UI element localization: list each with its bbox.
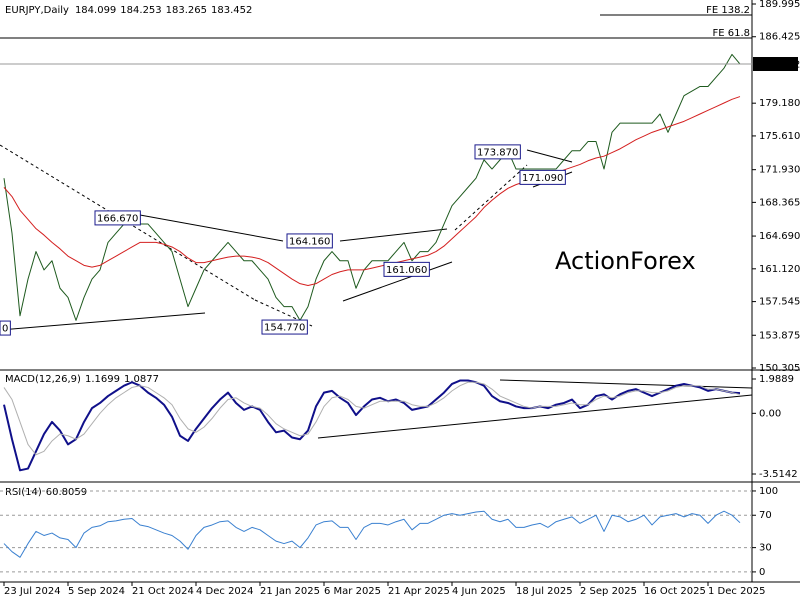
x-tick-label: 6 Mar 2025 bbox=[324, 586, 381, 597]
price-annotation-box bbox=[474, 144, 521, 160]
series-line bbox=[3, 381, 741, 456]
x-tick-label: 5 Sep 2024 bbox=[68, 586, 125, 597]
trend-line bbox=[317, 394, 753, 439]
current-price-label: 183.452 bbox=[759, 60, 800, 71]
watermark: ActionForex bbox=[555, 247, 696, 275]
x-tick-label: 23 Jul 2024 bbox=[4, 586, 61, 597]
price-annotation: 164.160 bbox=[289, 236, 330, 247]
y-tick-label: -3.5142 bbox=[759, 469, 798, 480]
price-annotation-box bbox=[94, 210, 141, 226]
macd-reading: 1.1699 bbox=[85, 374, 120, 385]
price-annotation: 173.870 bbox=[477, 147, 518, 158]
price-annotation-box bbox=[261, 319, 308, 335]
price-annotation: 171.090 bbox=[522, 173, 563, 184]
y-tick-label: 168.365 bbox=[759, 197, 800, 208]
ohlc-low: 183.265 bbox=[166, 5, 207, 16]
trend-line bbox=[0, 144, 256, 301]
symbol: EURJPY,Daily bbox=[5, 5, 69, 16]
price-annotation: 166.670 bbox=[97, 213, 138, 224]
y-tick-label: 70 bbox=[759, 510, 772, 521]
price-annotation: 161.060 bbox=[386, 265, 427, 276]
y-tick-label: 0.00 bbox=[759, 408, 781, 419]
y-tick-label: 100 bbox=[759, 486, 778, 497]
trend-line bbox=[342, 261, 453, 302]
series-line bbox=[3, 96, 741, 287]
y-tick-label: 186.425 bbox=[759, 32, 800, 43]
ohlc-close: 183.452 bbox=[211, 5, 252, 16]
trend-line bbox=[454, 164, 528, 231]
macd-header: MACD(12,26,9) 1.1699 1.0877 bbox=[5, 374, 159, 385]
price-annotation: 0 bbox=[2, 324, 8, 335]
trend-line bbox=[139, 214, 284, 242]
y-tick-label: 1.9889 bbox=[759, 374, 794, 385]
y-tick-label: 150.305 bbox=[759, 363, 800, 374]
trend-line bbox=[254, 299, 313, 327]
ohlc-high: 184.253 bbox=[120, 5, 161, 16]
y-tick-label: 161.120 bbox=[759, 264, 800, 275]
x-tick-label: 16 Oct 2025 bbox=[644, 586, 706, 597]
y-tick-label: 0 bbox=[759, 567, 765, 578]
y-tick-label: 189.995 bbox=[759, 0, 800, 10]
rsi-title: RSI(14) bbox=[5, 487, 42, 498]
fe-label: FE 61.8 bbox=[712, 28, 750, 39]
x-tick-label: 2 Sep 2025 bbox=[580, 586, 637, 597]
rsi-reading: 60.8059 bbox=[46, 487, 87, 498]
x-tick-label: 4 Jun 2025 bbox=[452, 586, 506, 597]
price-annotation-box bbox=[286, 233, 333, 249]
price-header: EURJPY,Daily 184.099 184.253 183.265 183.452 bbox=[5, 5, 252, 16]
x-tick-label: 21 Apr 2025 bbox=[388, 586, 450, 597]
series-line bbox=[3, 379, 741, 472]
ohlc-open: 184.099 bbox=[75, 5, 116, 16]
series-line bbox=[3, 510, 741, 558]
x-tick-label: 1 Dec 2025 bbox=[708, 586, 766, 597]
fe-label: FE 138.2 bbox=[706, 5, 750, 16]
price-annotation-box bbox=[383, 261, 430, 277]
y-tick-label: 179.180 bbox=[759, 98, 800, 109]
price-annotation-box bbox=[519, 169, 566, 185]
price-annotation-box bbox=[0, 320, 11, 336]
y-tick-label: 157.545 bbox=[759, 297, 800, 308]
x-tick-label: 21 Jan 2025 bbox=[260, 586, 320, 597]
trend-line bbox=[339, 228, 448, 242]
rsi-header: RSI(14) 60.8059 bbox=[5, 487, 87, 498]
signal-reading: 1.0877 bbox=[124, 374, 159, 385]
current-price-box bbox=[753, 57, 798, 72]
x-tick-label: 4 Dec 2024 bbox=[196, 586, 254, 597]
macd-title: MACD(12,26,9) bbox=[5, 374, 81, 385]
x-tick-label: 18 Jul 2025 bbox=[516, 586, 573, 597]
y-tick-label: 153.875 bbox=[759, 330, 800, 341]
trend-line bbox=[0, 312, 206, 331]
y-tick-label: 164.690 bbox=[759, 231, 800, 242]
trend-line bbox=[499, 379, 753, 389]
y-tick-label: 175.610 bbox=[759, 131, 800, 142]
price-annotation: 154.770 bbox=[264, 323, 305, 334]
y-tick-label: 30 bbox=[759, 543, 772, 554]
x-tick-label: 21 Oct 2024 bbox=[132, 586, 194, 597]
y-tick-label: 171.930 bbox=[759, 165, 800, 176]
